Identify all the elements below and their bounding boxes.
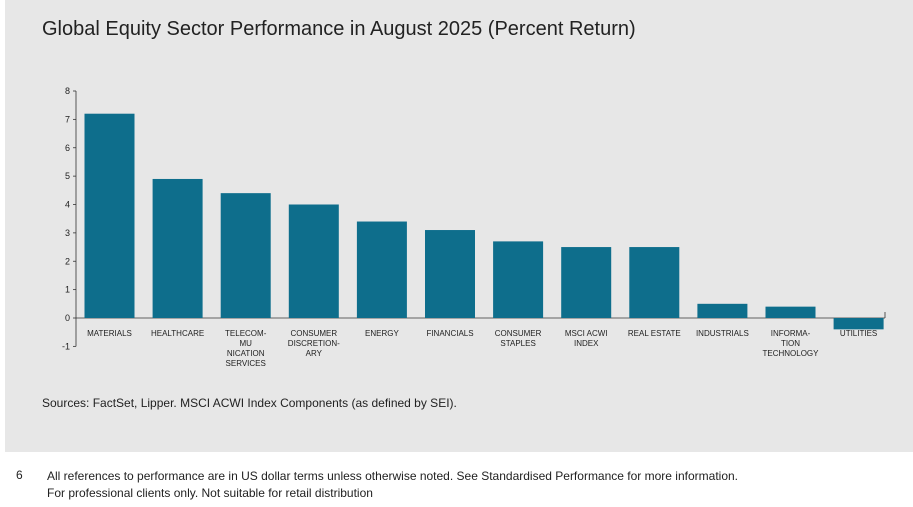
page-number: 6 — [16, 468, 23, 482]
y-tick-label: -1 — [62, 341, 70, 351]
y-tick-label: 8 — [65, 86, 70, 96]
bar — [356, 221, 407, 318]
category-label: CONSUMER STAPLES — [495, 329, 542, 348]
bar — [288, 204, 339, 318]
bar — [561, 247, 612, 318]
bars — [76, 113, 886, 330]
category-label: TELECOM-MU NICATION SERVICES — [225, 329, 267, 368]
y-tick-label: 4 — [65, 200, 70, 210]
y-tick-label: 0 — [65, 313, 70, 323]
y-tick-label: 6 — [65, 143, 70, 153]
category-label: REAL ESTATE — [628, 329, 681, 338]
bar — [833, 318, 884, 330]
footer-line-1: All references to performance are in US … — [47, 469, 738, 483]
category-label: ENERGY — [365, 329, 399, 338]
category-label: UTILITIES — [840, 329, 877, 338]
footer-line-2: For professional clients only. Not suita… — [47, 486, 373, 500]
y-axis: -1 0 1 2 3 4 5 6 7 8 — [62, 86, 77, 351]
bar — [629, 247, 680, 318]
y-tick-label: 3 — [65, 228, 70, 238]
category-label: MSCI ACWI INDEX — [565, 329, 608, 348]
bar — [220, 193, 271, 318]
bar-chart: -1 0 1 2 3 4 5 6 7 8 MATERIALS HEALTHCARE TELECOM-M… — [62, 86, 886, 368]
category-label: MATERIALS — [87, 329, 132, 338]
category-label: FINANCIALS — [426, 329, 473, 338]
bar — [425, 230, 475, 318]
y-tick-label: 7 — [65, 114, 70, 124]
category-label: HEALTHCARE — [151, 329, 204, 338]
y-tick-label: 5 — [65, 171, 70, 181]
source-note: Sources: FactSet, Lipper. MSCI ACWI Inde… — [42, 396, 457, 410]
category-label: CONSUMER DISCRETION-ARY — [288, 329, 340, 358]
y-tick-label: 1 — [65, 285, 70, 295]
bar — [152, 178, 203, 318]
bar — [697, 303, 748, 318]
category-label: INDUSTRIALS — [696, 329, 749, 338]
chart-title: Global Equity Sector Performance in Augu… — [42, 18, 636, 40]
category-label: INFORMA-TION TECHNOLOGY — [762, 329, 819, 358]
x-axis-labels: MATERIALS HEALTHCARE TELECOM-MU NICATION SER… — [87, 329, 877, 368]
y-tick-label: 2 — [65, 256, 70, 266]
bar — [493, 241, 544, 318]
bar — [765, 306, 816, 318]
bar — [84, 113, 135, 318]
footer-disclaimer: All references to performance are in US … — [47, 468, 738, 502]
